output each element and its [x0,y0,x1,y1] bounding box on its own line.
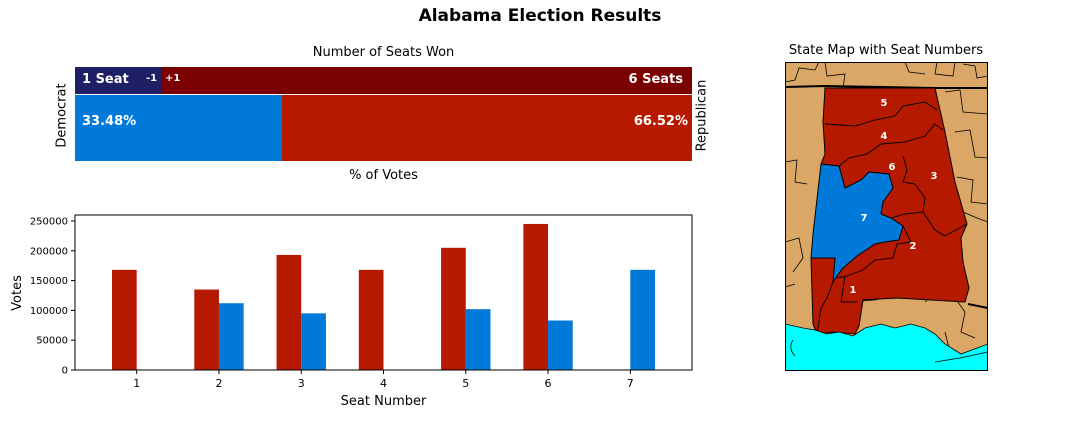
dem-bar-seat-7 [630,269,655,370]
district-label-7: 7 [861,213,868,224]
rep-bars [112,223,549,370]
rep-bar-seat-4 [358,269,384,370]
rep-vote-bar [282,95,692,161]
dem-change-label: -1 [146,73,158,84]
dem-bars [218,269,655,370]
district-label-2: 2 [910,241,917,252]
district-label-5: 5 [881,98,888,109]
x-tick-label: 6 [545,377,552,390]
y-tick-label: 100000 [30,306,68,317]
dem-vote-label: 33.48% [82,114,137,129]
x-tick-label: 2 [215,377,222,390]
rep-vote-label: 66.52% [633,114,688,129]
y-tick-label: 200000 [30,246,68,257]
gulf-water [785,323,988,371]
rep-bar-seat-1 [112,269,137,370]
dem-bar-seat-5 [465,309,491,370]
dem-vote-bar [75,95,282,161]
bar-divider [75,94,692,95]
district-borders [816,101,968,335]
y-tick-label: 50000 [36,336,68,347]
district-label-6: 6 [889,162,896,173]
rep-seats-label: 6 Seats [628,72,683,87]
votes-bar-chart: 0 50000 100000 150000 200000 250000 1 2 3 4 5 6 7 V… [10,214,693,409]
district-labels: 5 4 6 3 7 2 1 [850,98,938,296]
dem-bar-seat-2 [218,303,244,370]
x-axis-ticks: 1 2 3 4 5 6 7 [133,370,634,390]
chart-title: Alabama Election Results [418,6,662,26]
y-tick-label: 250000 [30,216,68,227]
y-tick-label: 0 [62,366,68,377]
state-map: 5 4 6 3 7 2 1 [785,62,988,371]
dem-bar-seat-3 [301,313,326,370]
district-label-3: 3 [931,171,938,182]
map-frame [785,62,988,371]
x-tick-label: 1 [133,377,140,390]
democrat-axis-label: Democrat [54,83,70,148]
district-label-4: 4 [881,131,888,142]
x-tick-label: 3 [298,377,305,390]
rep-change-label: +1 [165,73,181,84]
dem-bar-seat-6 [548,320,573,370]
east-border [967,303,988,309]
rep-seats-bar [162,67,692,94]
inlet-line [790,339,796,357]
seats-panel-title: Number of Seats Won [312,45,455,60]
dem-seats-bar [75,67,162,94]
dem-district [810,163,904,283]
rep-bar-seat-3 [276,254,302,370]
y-tick-label: 150000 [30,276,68,287]
x-tick-label: 7 [627,377,634,390]
vote-share-xlabel: % of Votes [349,168,418,183]
plot-frame [74,214,693,371]
map-panel-title: State Map with Seat Numbers [788,43,984,58]
rep-bar-seat-2 [194,289,219,370]
dem-seats-label: 1 Seat [82,72,129,87]
x-tick-label: 5 [462,377,469,390]
north-border [785,84,988,89]
rep-bar-seat-5 [441,247,466,370]
republican-axis-label: Republican [694,79,710,152]
x-tick-label: 4 [380,377,387,390]
x-axis-label: Seat Number [341,394,427,409]
coast-line [934,351,988,363]
seats-panel: 1 Seat -1 +1 6 Seats 33.48% 66.52% [75,67,692,161]
y-axis-label: Votes [10,275,25,311]
y-axis-ticks: 0 50000 100000 150000 200000 250000 [30,216,75,377]
rep-bar-seat-6 [523,223,549,370]
district-label-1: 1 [850,285,857,296]
